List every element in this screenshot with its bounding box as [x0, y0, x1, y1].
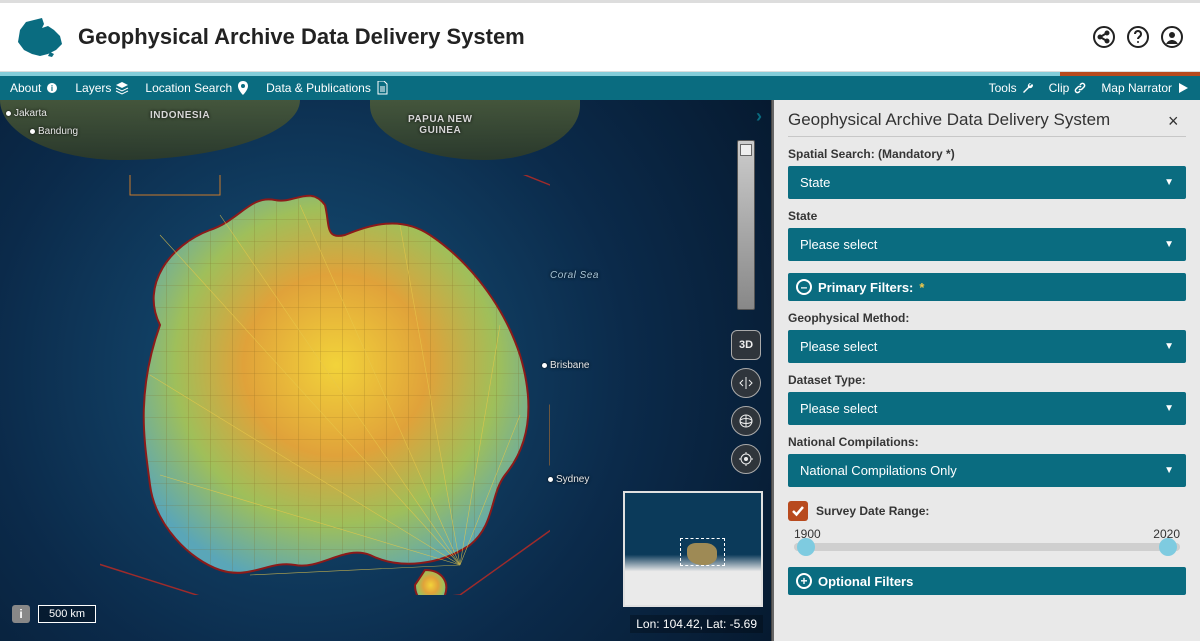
header: Geophysical Archive Data Delivery System [0, 0, 1200, 72]
menu-label: Layers [75, 81, 111, 95]
map-info-button[interactable]: i [12, 605, 30, 623]
expand-icon: + [796, 573, 812, 589]
menu-clip[interactable]: Clip [1049, 81, 1088, 95]
australia-logo-icon [14, 16, 66, 58]
panel-toggle[interactable]: › [756, 106, 772, 126]
chevron-down-icon: ▼ [1164, 239, 1174, 250]
range-thumb-max[interactable] [1159, 538, 1177, 556]
play-icon [1176, 81, 1190, 95]
scalebar-wrap: i 500 km [12, 605, 96, 623]
layers-icon [115, 81, 129, 95]
menu-tools[interactable]: Tools [989, 81, 1035, 95]
section-label: Primary Filters: [818, 280, 913, 295]
city-bandung: Bandung [30, 126, 78, 137]
label-indonesia: INDONESIA [150, 110, 210, 121]
divider [788, 136, 1186, 137]
state-select[interactable]: Please select ▼ [788, 228, 1186, 261]
menu-label: Map Narrator [1101, 81, 1172, 95]
dataset-label: Dataset Type: [788, 373, 1186, 387]
svg-text:i: i [51, 84, 53, 93]
header-icons [1090, 23, 1186, 51]
daterange-label: Survey Date Range: [816, 504, 929, 518]
main: INDONESIA PAPUA NEWGUINEA Coral Sea Jaka… [0, 100, 1200, 641]
link-icon [1073, 81, 1087, 95]
minimap[interactable] [623, 491, 763, 607]
split-view-button[interactable] [731, 368, 761, 398]
primary-filters-section[interactable]: – Primary Filters: * [788, 273, 1186, 301]
menu-about[interactable]: About i [10, 81, 59, 95]
state-label: State [788, 209, 1186, 223]
daterange-slider: 1900 2020 [788, 527, 1186, 555]
menu-location-search[interactable]: Location Search [145, 81, 250, 95]
menu-label: Location Search [145, 81, 232, 95]
share-icon[interactable] [1090, 23, 1118, 51]
australia-overlay [100, 175, 550, 595]
label-coral-sea: Coral Sea [550, 270, 599, 281]
user-icon[interactable] [1158, 23, 1186, 51]
scalebar: 500 km [38, 605, 96, 623]
dataset-select[interactable]: Please select ▼ [788, 392, 1186, 425]
menu-label: About [10, 81, 41, 95]
natcomp-select[interactable]: National Compilations Only ▼ [788, 454, 1186, 487]
section-label: Optional Filters [818, 574, 913, 589]
daterange-checkbox[interactable] [788, 501, 808, 521]
pin-icon [236, 81, 250, 95]
menubar: About i Layers Location Search Data & Pub… [0, 76, 1200, 100]
locate-button[interactable] [731, 444, 761, 474]
info-icon: i [45, 81, 59, 95]
chevron-down-icon: ▼ [1164, 341, 1174, 352]
select-value: Please select [800, 237, 877, 252]
method-label: Geophysical Method: [788, 311, 1186, 325]
menu-map-narrator[interactable]: Map Narrator [1101, 81, 1190, 95]
city-sydney: Sydney [548, 474, 589, 485]
header-stripe [0, 72, 1200, 76]
spatial-search-select[interactable]: State ▼ [788, 166, 1186, 199]
panel-close-button[interactable]: × [1168, 111, 1186, 129]
coords-readout: Lon: 104.42, Lat: -5.69 [630, 615, 763, 633]
select-value: State [800, 175, 830, 190]
menu-label: Tools [989, 81, 1017, 95]
required-asterisk: * [919, 280, 924, 295]
wrench-icon [1021, 81, 1035, 95]
label-png: PAPUA NEWGUINEA [408, 114, 473, 136]
select-value: Please select [800, 401, 877, 416]
menu-layers[interactable]: Layers [75, 81, 129, 95]
panel-title: Geophysical Archive Data Delivery System [788, 110, 1110, 130]
globe-button[interactable] [731, 406, 761, 436]
menu-data-publications[interactable]: Data & Publications [266, 81, 389, 95]
select-value: Please select [800, 339, 877, 354]
optional-filters-section[interactable]: + Optional Filters [788, 567, 1186, 595]
city-jakarta: Jakarta [6, 108, 47, 119]
spatial-search-label: Spatial Search: (Mandatory *) [788, 147, 1186, 161]
map-pane[interactable]: INDONESIA PAPUA NEWGUINEA Coral Sea Jaka… [0, 100, 772, 641]
menu-label: Clip [1049, 81, 1070, 95]
zoom-slider[interactable] [737, 140, 755, 310]
select-value: National Compilations Only [800, 463, 957, 478]
method-select[interactable]: Please select ▼ [788, 330, 1186, 363]
view-3d-button[interactable]: 3D [731, 330, 761, 360]
collapse-icon: – [796, 279, 812, 295]
help-icon[interactable] [1124, 23, 1152, 51]
range-thumb-min[interactable] [797, 538, 815, 556]
chevron-down-icon: ▼ [1164, 465, 1174, 476]
docs-icon [375, 81, 389, 95]
map-controls: 3D [731, 330, 761, 474]
header-title: Geophysical Archive Data Delivery System [78, 24, 1090, 50]
chevron-down-icon: ▼ [1164, 177, 1174, 188]
menu-label: Data & Publications [266, 81, 371, 95]
side-panel: Geophysical Archive Data Delivery System… [772, 100, 1200, 641]
chevron-down-icon: ▼ [1164, 403, 1174, 414]
natcomp-label: National Compilations: [788, 435, 1186, 449]
